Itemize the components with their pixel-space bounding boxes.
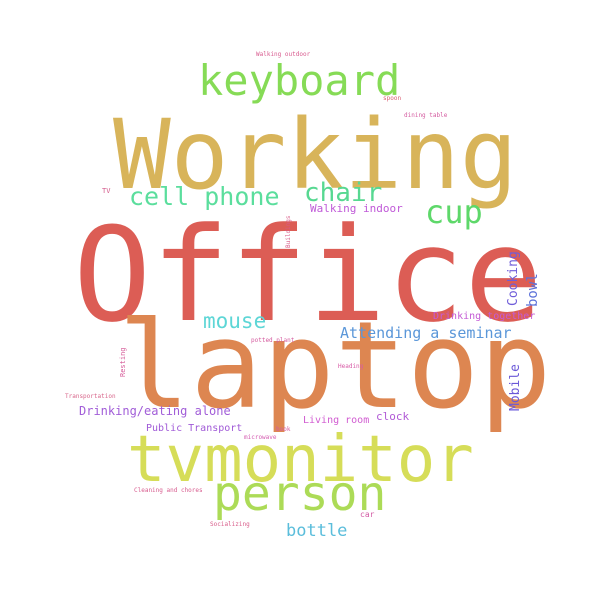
word-keyboard: keyboard	[198, 56, 401, 105]
word-cup: cup	[425, 193, 483, 231]
word-transportation: Transportation	[65, 393, 116, 400]
word-office: Office	[73, 199, 543, 351]
word-person: person	[213, 466, 387, 522]
word-car: car	[360, 510, 375, 519]
word-mobile: Mobile	[508, 364, 523, 411]
word-walking-indoor: Walking indoor	[310, 202, 403, 215]
word-working: Working	[113, 99, 518, 211]
word-resting: Resting	[119, 347, 127, 377]
word-mouse: mouse	[203, 309, 267, 333]
word-cooking: Cooking	[506, 251, 521, 306]
word-public-transport: Public Transport	[146, 423, 243, 434]
word-spoon: spoon	[383, 95, 402, 102]
word-clock: clock	[376, 410, 410, 423]
word-attending-a-seminar: Attending a seminar	[340, 324, 512, 342]
word-cell-phone: cell phone	[129, 182, 280, 211]
word-tv: TV	[102, 187, 111, 195]
word-drinking-together: Drinking together	[433, 311, 536, 322]
word-potted-plant: potted plant	[251, 337, 295, 344]
word-buildings: Buildings	[285, 215, 292, 248]
word-socializing: Socializing	[210, 521, 250, 528]
word-dining-table: dining table	[404, 112, 448, 119]
word-bowl: bowl	[525, 273, 541, 307]
word-drinking-eating-alone: Drinking/eating alone	[79, 404, 231, 418]
word-cleaning-and-chores: Cleaning and chores	[134, 487, 203, 494]
word-laptop: laptop	[118, 297, 552, 436]
word-tvmonitor: tvmonitor	[127, 423, 474, 497]
word-chair: chair	[304, 178, 383, 208]
word-walking-outdoor: Walking outdoor	[256, 51, 311, 58]
word-microwave: microwave	[244, 434, 277, 441]
word-bottle: bottle	[286, 521, 348, 541]
word-living-room: Living room	[303, 415, 370, 426]
word-heading: Heading	[338, 363, 364, 370]
word-book: book	[276, 426, 291, 433]
